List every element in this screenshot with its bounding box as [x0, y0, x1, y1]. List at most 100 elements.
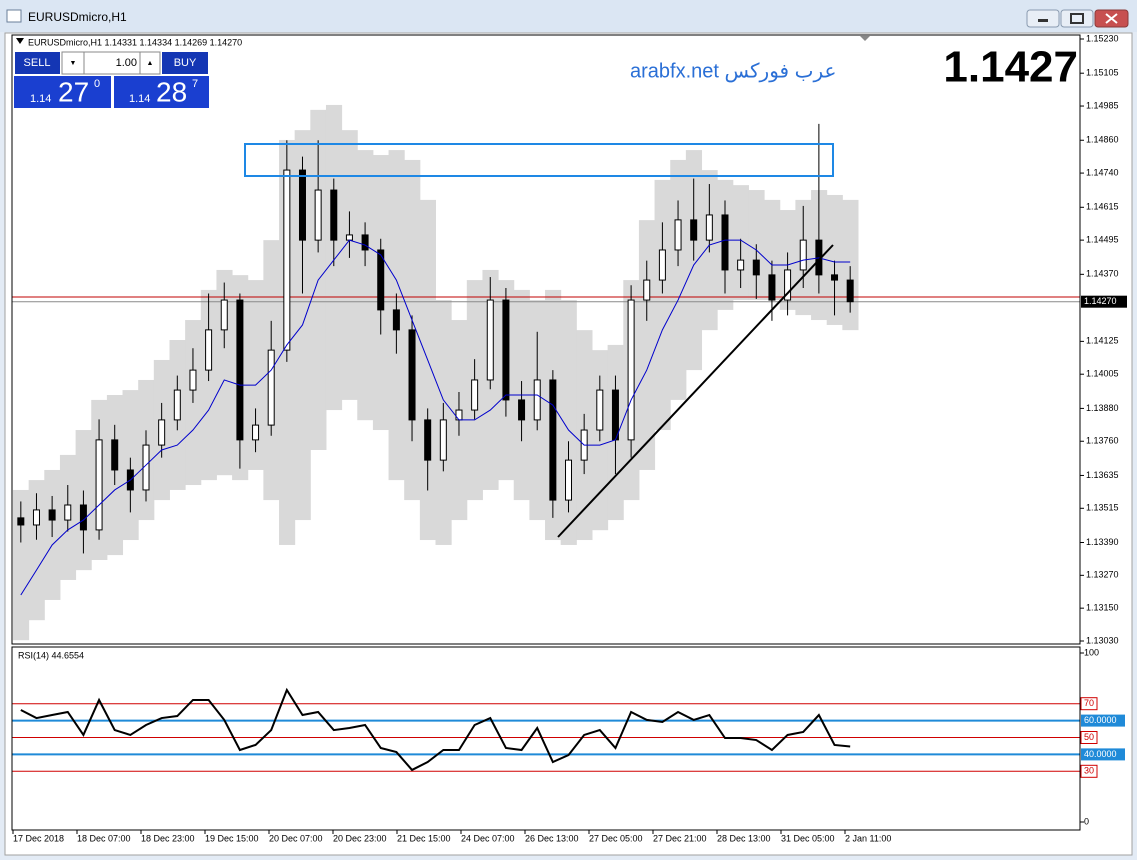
level-label: 60.0000	[1084, 715, 1117, 725]
band	[341, 130, 358, 400]
volume-up-icon: ▲	[147, 60, 154, 67]
candle-body	[220, 299, 228, 331]
level-label-box	[1080, 731, 1098, 744]
buy-label: BUY	[174, 57, 197, 69]
y-tick-label: 1.15105	[1086, 68, 1119, 78]
sell-label: SELL	[24, 57, 51, 69]
candle-body	[565, 459, 573, 501]
y-tick-label: 1.14740	[1086, 167, 1119, 177]
candle-body	[549, 379, 557, 501]
watermark-price: 1.1427	[943, 43, 1078, 92]
band	[200, 289, 217, 481]
y-tick-label: 50	[1084, 732, 1094, 742]
band	[13, 489, 30, 641]
level-label-box	[1080, 697, 1098, 711]
candle-body	[627, 299, 635, 441]
bid-fraction: 0	[94, 78, 100, 90]
bid-box[interactable]	[14, 76, 111, 108]
x-tick-label: 28 Dec 13:00	[717, 833, 771, 843]
candle-body	[721, 214, 729, 271]
moving-average	[20, 239, 851, 596]
ask-big: 1.14	[129, 93, 150, 105]
level-label-box	[1081, 748, 1125, 761]
candle-body	[658, 249, 666, 281]
minimize-button[interactable]	[1026, 9, 1060, 28]
candle-body	[252, 424, 260, 441]
ask-box[interactable]	[114, 76, 209, 108]
level-label-box	[1080, 764, 1098, 778]
buy-button[interactable]	[162, 52, 208, 74]
y-tick-label: 1.13270	[1086, 570, 1119, 580]
band	[842, 199, 859, 331]
window-title: EURUSDmicro,H1	[28, 10, 127, 24]
candle-body	[705, 214, 713, 241]
candle-body	[502, 299, 510, 401]
band	[560, 300, 577, 545]
y-tick-label: 1.14860	[1086, 135, 1119, 145]
candle-body	[95, 439, 103, 531]
candle-body	[173, 389, 181, 421]
y-tick-label: 1.14005	[1086, 369, 1119, 379]
y-tick-label: 1.13635	[1086, 470, 1119, 480]
rsi-header: RSI(14) 44.6554	[18, 650, 84, 660]
maximize-icon	[1070, 13, 1084, 24]
band	[419, 199, 436, 541]
minimize-icon	[1038, 19, 1048, 22]
candle-body	[205, 329, 213, 371]
chart-header: EURUSDmicro,H1 1.14331 1.14334 1.14269 1…	[28, 37, 242, 47]
candle-body	[377, 249, 385, 311]
candle-body	[298, 169, 306, 241]
resistance-zone	[244, 143, 834, 177]
candle-body	[32, 509, 40, 526]
y-tick-label: 1.14615	[1086, 202, 1119, 212]
sell-button[interactable]	[15, 52, 60, 74]
y-tick-label: 100	[1084, 647, 1099, 657]
y-tick-label: 0	[1084, 816, 1089, 826]
x-tick-label: 27 Dec 21:00	[653, 833, 707, 843]
price-panel-border	[11, 34, 1081, 645]
chart-shift-marker	[860, 36, 870, 41]
x-tick-label: 26 Dec 13:00	[525, 833, 579, 843]
band	[826, 194, 843, 325]
y-tick-label: 1.13880	[1086, 403, 1119, 413]
x-tick-label: 20 Dec 23:00	[333, 833, 387, 843]
candle-body	[752, 259, 760, 276]
bid-big: 1.14	[30, 93, 51, 105]
x-tick-label: 17 Dec 2018	[13, 833, 64, 843]
y-tick-label: 1.13390	[1086, 537, 1119, 547]
candle-body	[439, 419, 447, 461]
candle-body	[158, 419, 166, 446]
candle-body	[643, 279, 651, 301]
band	[247, 280, 264, 470]
volume-down-icon: ▼	[70, 60, 77, 67]
candle-body	[283, 169, 291, 351]
candle-body	[533, 379, 541, 421]
ask-pips: 28	[156, 76, 187, 107]
x-tick-label: 19 Dec 15:00	[205, 833, 259, 843]
y-tick-label: 1.15230	[1086, 33, 1119, 43]
candle-body	[799, 239, 807, 271]
x-tick-label: 2 Jan 11:00	[845, 833, 891, 843]
y-tick-label: 1.13760	[1086, 436, 1119, 446]
candle-body	[17, 517, 25, 526]
candle-body	[596, 389, 604, 431]
candle-body	[674, 219, 682, 251]
band	[670, 159, 687, 400]
candle-body	[486, 299, 494, 381]
volume-up[interactable]	[139, 51, 161, 75]
candle-body	[64, 504, 72, 521]
trend-line	[557, 244, 834, 538]
candle-body	[189, 369, 197, 391]
candle-body	[330, 189, 338, 241]
maximize-button[interactable]	[1060, 9, 1094, 28]
candle-body	[611, 389, 619, 441]
level-label: 40.0000	[1084, 749, 1117, 759]
band	[357, 150, 374, 421]
candle-body	[267, 349, 275, 426]
candle-body	[345, 234, 353, 241]
candle-body	[408, 329, 416, 421]
volume-value: 1.00	[116, 57, 137, 69]
x-tick-label: 27 Dec 05:00	[589, 833, 643, 843]
